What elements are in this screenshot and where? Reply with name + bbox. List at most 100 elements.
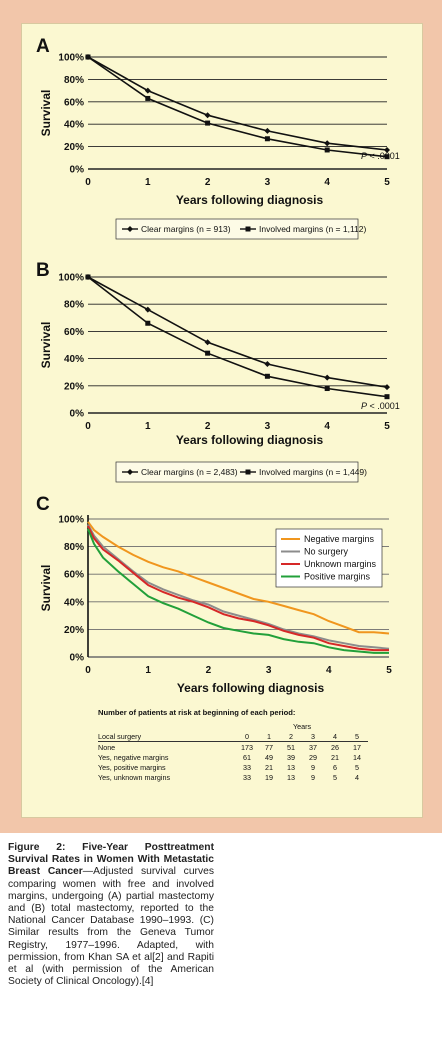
x-tick-label: 3 — [265, 421, 271, 432]
risk-year-2: 2 — [280, 731, 302, 742]
legend-box — [115, 218, 359, 240]
y-tick-label: 100% — [58, 515, 84, 526]
data-point — [384, 146, 390, 153]
y-tick-label: 60% — [64, 97, 84, 108]
x-tick-label: 0 — [85, 665, 91, 676]
risk-row: Yes, positive margins 33 21 13 9 6 5 — [98, 762, 368, 772]
x-axis-title: Years following diagnosis — [176, 433, 324, 447]
risk-row-label: Yes, negative margins — [98, 752, 169, 762]
x-tick-label: 1 — [145, 421, 151, 432]
risk-row-label: None — [98, 742, 116, 752]
y-tick-label: 0% — [70, 409, 85, 420]
risk-year-0: 0 — [236, 731, 258, 742]
panel-letter: B — [36, 260, 50, 281]
risk-cell: 61 — [243, 752, 251, 762]
data-point — [145, 95, 151, 101]
x-tick-label: 0 — [85, 177, 91, 188]
risk-cell: 21 — [331, 752, 339, 762]
risk-cell: 33 — [243, 772, 251, 782]
data-point — [85, 54, 91, 60]
series-line-1 — [87, 276, 388, 398]
series-line-0 — [87, 276, 388, 388]
data-point — [384, 394, 390, 400]
series-line-1 — [87, 524, 390, 650]
risk-cell: 51 — [287, 742, 295, 752]
risk-cell: 77 — [265, 742, 273, 752]
legend-label: No surgery — [304, 547, 349, 557]
legend-label: Clear margins (n = 2,483) — [141, 467, 238, 477]
x-tick-label: 4 — [324, 421, 330, 432]
risk-cell: 21 — [265, 762, 273, 772]
data-point — [264, 136, 270, 142]
figure-panel — [21, 23, 423, 818]
x-tick-label: 4 — [324, 177, 330, 188]
x-tick-label: 2 — [205, 177, 211, 188]
data-point — [264, 373, 270, 379]
legend-marker — [127, 469, 133, 475]
legend-marker — [245, 226, 251, 232]
risk-cell: 39 — [287, 752, 295, 762]
risk-row-label: Yes, unknown margins — [98, 772, 171, 782]
risk-cell: 14 — [353, 752, 361, 762]
y-tick-label: 40% — [64, 120, 84, 131]
x-tick-label: 5 — [384, 177, 390, 188]
y-tick-label: 80% — [64, 300, 84, 311]
legend-marker — [245, 469, 251, 475]
y-tick-label: 0% — [70, 653, 85, 664]
caption-text: —Adjusted survival curves comparing wome… — [8, 866, 214, 988]
data-point — [324, 140, 331, 147]
y-axis-title: Survival — [39, 90, 53, 137]
y-tick-label: 20% — [64, 381, 84, 392]
x-tick-label: 1 — [145, 177, 151, 188]
series-line-0 — [87, 521, 390, 635]
panel-letter: C — [36, 494, 50, 515]
x-tick-label: 1 — [145, 665, 151, 676]
series-line-0 — [87, 56, 388, 151]
data-point — [205, 120, 211, 126]
data-point — [205, 350, 211, 356]
risk-cell: 173 — [241, 742, 253, 752]
y-tick-label: 40% — [64, 597, 84, 608]
legend-label: Unknown margins — [304, 559, 377, 569]
data-point — [264, 361, 271, 368]
risk-row: Yes, unknown margins 33 19 13 9 5 4 — [98, 772, 368, 782]
data-point — [145, 320, 151, 326]
data-point — [384, 154, 390, 160]
legend: Negative margins No surgery Unknown margin… — [275, 528, 383, 588]
series-line-1 — [87, 56, 388, 158]
legend: Clear margins (n = 2,483) Involved margin… — [115, 461, 367, 483]
p-value-annotation: P < .0001 — [361, 401, 400, 411]
risk-cell: 13 — [287, 772, 295, 782]
y-axis-title: Survival — [39, 322, 53, 369]
risk-cell: 4 — [355, 772, 359, 782]
risk-cell: 26 — [331, 742, 339, 752]
x-axis-title: Years following diagnosis — [176, 193, 324, 207]
data-point — [204, 339, 211, 346]
x-tick-label: 4 — [326, 665, 332, 676]
data-point — [324, 374, 331, 381]
risk-year-1: 1 — [258, 731, 280, 742]
risk-table-title: Number of patients at risk at beginning … — [98, 708, 296, 717]
legend-label: Negative margins — [304, 534, 375, 544]
x-axis-title: Years following diagnosis — [177, 681, 325, 695]
p-symbol: P — [361, 401, 367, 411]
risk-row: Yes, negative margins 61 49 39 29 21 14 — [98, 752, 368, 762]
p-value-annotation: P < .0001 — [361, 151, 400, 161]
risk-row: None 173 77 51 37 26 17 — [98, 742, 368, 753]
risk-year-4: 4 — [324, 731, 346, 742]
x-tick-label: 5 — [386, 665, 392, 676]
x-tick-label: 2 — [205, 421, 211, 432]
legend-marker — [127, 226, 133, 232]
chart-panel-c: C 0% 20% 40% 60% 80% 100% 0 1 2 3 4 5 Years following… — [36, 494, 392, 695]
risk-cell: 19 — [265, 772, 273, 782]
data-point — [204, 112, 211, 119]
legend-label: Positive margins — [304, 572, 371, 582]
data-point — [264, 127, 271, 134]
y-tick-label: 100% — [58, 273, 84, 284]
data-point — [324, 147, 330, 153]
series-line-2 — [87, 525, 389, 652]
legend-label: Involved margins (n = 1,449) — [259, 467, 367, 477]
risk-cell: 5 — [355, 762, 359, 772]
